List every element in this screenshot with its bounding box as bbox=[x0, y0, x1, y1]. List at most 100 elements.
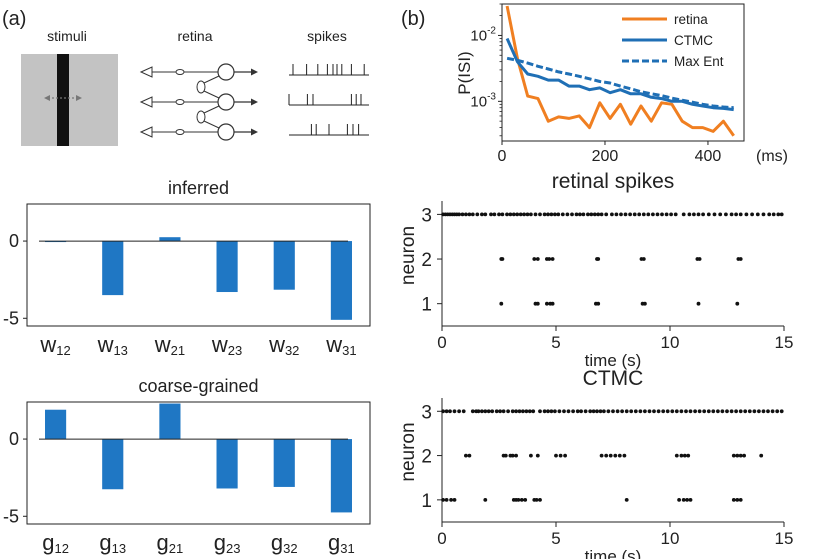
retinal-raster-spike-dot bbox=[628, 212, 632, 217]
retinal-raster-spike-dot bbox=[767, 212, 772, 217]
retinal-raster-spike-dot bbox=[581, 212, 586, 217]
ctmc-raster-spike-dot bbox=[734, 409, 738, 414]
inferred-bar-w32 bbox=[273, 241, 295, 290]
retinal-raster-spike-dot bbox=[596, 257, 601, 261]
coarse-title: coarse-grained bbox=[138, 376, 258, 396]
ctmc-raster-spike-dot bbox=[759, 453, 764, 458]
ctmc-raster-spike-dot bbox=[674, 409, 679, 414]
retinal-raster-spike-dot bbox=[533, 212, 538, 217]
retinal-raster-spike-dot bbox=[492, 212, 497, 217]
ctmc-raster-spike-dot bbox=[743, 409, 748, 414]
retinal-raster-spike-dot bbox=[515, 212, 520, 217]
isi-series-line-max-ent bbox=[506, 56, 734, 110]
ctmc-raster-spike-dot bbox=[602, 409, 606, 414]
coarse-category-label-g12: g12 bbox=[42, 530, 69, 556]
ctmc-raster-spike-dot bbox=[524, 409, 529, 414]
ctmc-raster-spike-dot bbox=[519, 498, 524, 502]
retinal-raster-spike-dot bbox=[776, 212, 781, 217]
ctmc-raster-ytick-label: 2 bbox=[421, 447, 432, 468]
ctmc-raster-spike-dot bbox=[517, 409, 522, 414]
ctmc-raster-spike-dot bbox=[716, 409, 720, 414]
output-arrow-icon bbox=[251, 68, 258, 76]
ctmc-raster-spike-dot bbox=[752, 409, 757, 414]
ctmc-raster-spike-dot bbox=[571, 409, 575, 414]
ctmc-raster-spike-dot bbox=[529, 453, 533, 458]
inferred-bar-w23 bbox=[216, 241, 238, 293]
ctmc-raster-spike-dot bbox=[665, 409, 670, 414]
ctmc-raster-spike-dot bbox=[682, 453, 687, 458]
inferred-category-label-w31: w31 bbox=[325, 332, 356, 358]
coarse-bar-g31 bbox=[330, 439, 352, 513]
ctmc-raster-spike-dot bbox=[681, 498, 686, 502]
ctmc-raster-spike-dot bbox=[725, 409, 729, 414]
isi-xtick-label: 200 bbox=[592, 148, 619, 165]
retinal-raster-spike-dot bbox=[470, 212, 475, 217]
ctmc-raster-spike-dot bbox=[647, 409, 652, 414]
ctmc-raster-spike-dot bbox=[521, 409, 525, 414]
retinal-raster-spike-dot bbox=[697, 257, 702, 261]
ctmc-raster-spike-dot bbox=[483, 498, 488, 502]
ctmc-raster-spike-dot bbox=[501, 409, 506, 414]
retinal-raster-spike-dot bbox=[692, 212, 696, 217]
ctmc-raster-spike-dot bbox=[679, 409, 684, 414]
retinal-raster-spike-dot bbox=[738, 212, 743, 217]
ctmc-raster-xtick-label: 5 bbox=[551, 529, 560, 548]
ctmc-raster-spike-dot bbox=[620, 409, 624, 414]
ganglion-cell-icon bbox=[217, 123, 235, 141]
ctmc-raster-spike-dot bbox=[770, 409, 775, 414]
ctmc-raster-spike-dot bbox=[679, 453, 684, 458]
ctmc-raster-spike-dot bbox=[661, 409, 666, 414]
ctmc-raster-spike-dot bbox=[566, 409, 571, 414]
ctmc-raster-spike-dot bbox=[598, 409, 603, 414]
coarse-category-label-g31: g31 bbox=[328, 530, 355, 556]
retinal-raster-spike-dot bbox=[696, 301, 701, 306]
retinal-raster-spike-dot bbox=[500, 257, 505, 261]
ctmc-raster-spike-dot bbox=[738, 498, 743, 502]
retinal-raster-spike-dot bbox=[623, 212, 628, 217]
schematic: stimuli retina spikes bbox=[21, 28, 369, 146]
ctmc-raster-spike-dot bbox=[686, 453, 691, 458]
ctmc-raster-spike-dot bbox=[656, 409, 661, 414]
coarse-bar-g32 bbox=[273, 439, 295, 487]
ctmc-raster-spike-dot bbox=[490, 409, 495, 414]
ctmc-raster-spike-dot bbox=[467, 453, 472, 458]
ctmc-raster-spike-dot bbox=[575, 409, 580, 414]
ctmc-raster-spike-dot bbox=[579, 409, 583, 414]
ctmc-raster-spike-dot bbox=[498, 409, 502, 414]
retinal-raster-spike-dot bbox=[619, 212, 623, 217]
ctmc-raster-ylabel: neuron bbox=[398, 422, 419, 481]
ctmc-raster-spike-dot bbox=[444, 498, 449, 502]
retinal-raster-spike-dot bbox=[655, 212, 660, 217]
retinal-raster-ylabel: neuron bbox=[398, 226, 419, 285]
retinal-raster-spike-dot bbox=[500, 212, 505, 217]
isi-legend-label-0: retina bbox=[674, 12, 708, 27]
retinal-raster-spike-dot bbox=[475, 212, 480, 217]
retinal-raster-spike-dot bbox=[701, 212, 705, 217]
coarse-plot-frame bbox=[26, 401, 371, 525]
retinal-raster-spike-dot bbox=[712, 212, 717, 217]
ctmc-raster-spike-dot bbox=[652, 409, 656, 414]
ctmc-raster-spike-dot bbox=[706, 409, 711, 414]
retinal-raster-spike-dot bbox=[596, 212, 601, 217]
ctmc-raster-spike-dot bbox=[624, 498, 629, 502]
ctmc-raster-spike-dot bbox=[464, 453, 468, 458]
ctmc-raster-spike-dot bbox=[608, 453, 613, 458]
inferred-bar-w31 bbox=[330, 241, 352, 320]
ctmc-raster-spike-dot bbox=[449, 498, 453, 502]
retinal-raster-spike-dot bbox=[489, 212, 493, 217]
ctmc-raster-spike-dot bbox=[476, 409, 481, 414]
retinal-raster-spike-dot bbox=[750, 212, 754, 217]
retinal-raster-spike-dot bbox=[467, 212, 472, 217]
inferred-title: inferred bbox=[168, 178, 229, 198]
retinal-raster-spike-dot bbox=[687, 212, 692, 217]
retinal-raster-spike-dot bbox=[771, 212, 776, 217]
inferred-category-label-w12: w12 bbox=[39, 332, 70, 358]
ctmc-raster-spike-dot bbox=[563, 453, 567, 458]
ctmc-raster-ytick-label: 1 bbox=[421, 491, 432, 512]
ctmc-raster-spike-dot bbox=[480, 409, 484, 414]
ctmc-raster-spike-dot bbox=[735, 453, 740, 458]
retinal-raster-spike-dot bbox=[565, 212, 570, 217]
retinal-raster-spike-dot bbox=[596, 301, 601, 306]
ctmc-raster-spike-dot bbox=[531, 409, 536, 414]
ctmc-raster-spike-dot bbox=[747, 409, 752, 414]
